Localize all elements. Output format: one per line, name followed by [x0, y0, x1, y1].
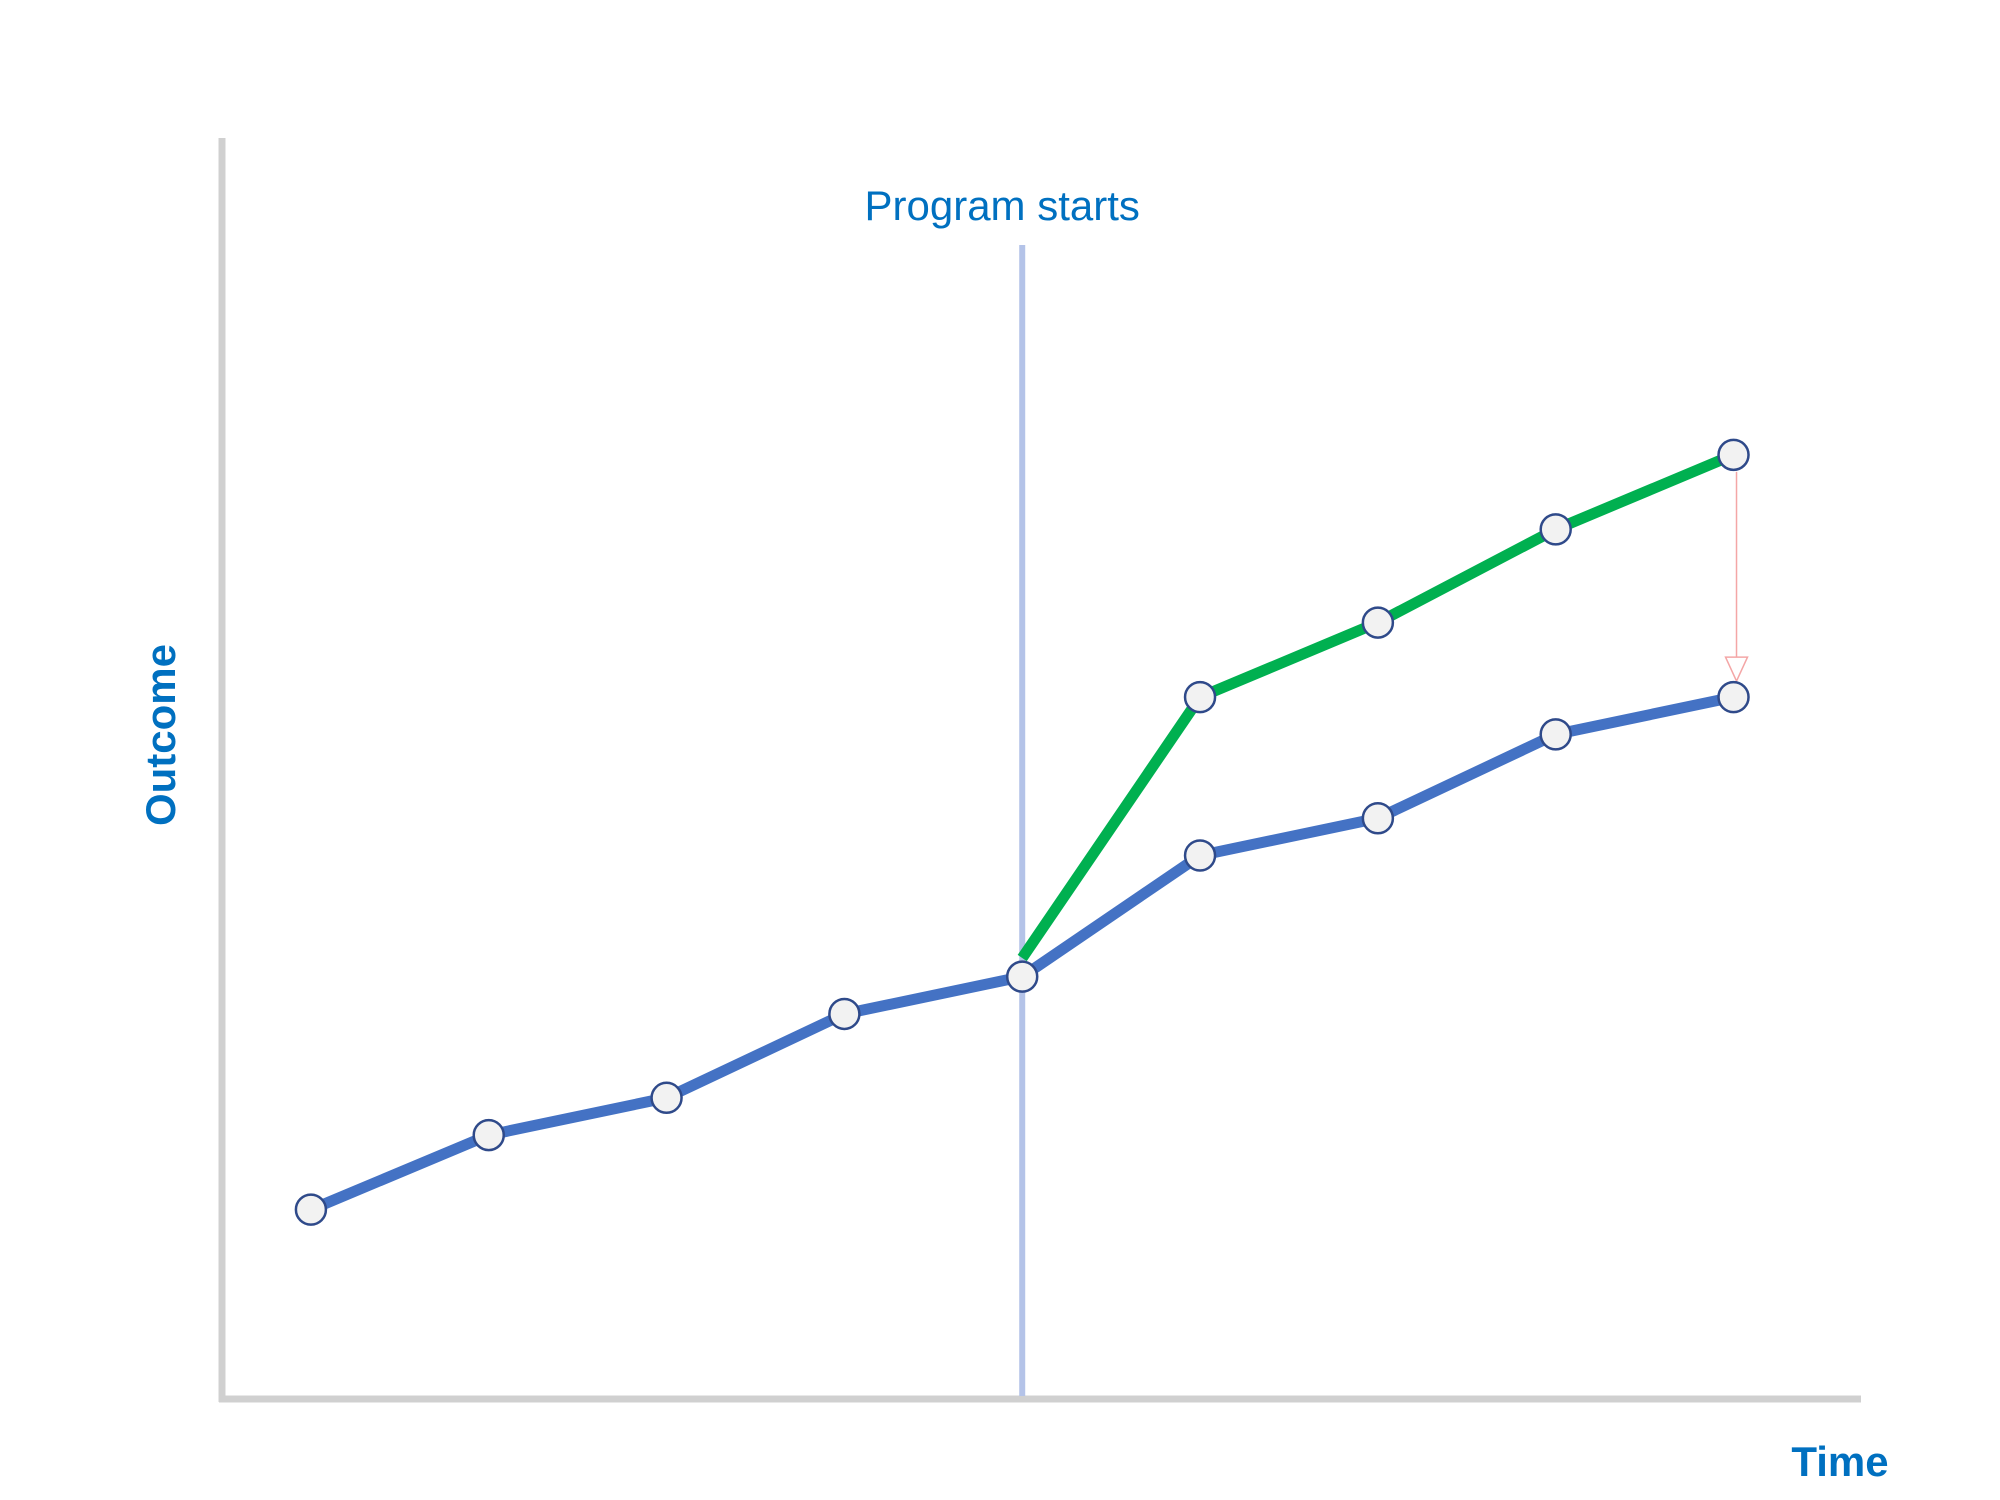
- series-1-point-1: [294, 1193, 328, 1226]
- series-1-point-5: [1005, 960, 1039, 993]
- series-2-point-3: [1361, 606, 1395, 639]
- series-1-point-2: [472, 1118, 505, 1152]
- effect-arrow: [1724, 471, 1749, 683]
- effect-arrow-head: [1724, 656, 1749, 683]
- marker-layer: [294, 438, 1750, 1226]
- series-1-point-8: [1539, 718, 1572, 751]
- series-1-point-7: [1361, 802, 1395, 835]
- series-2-point-5: [1717, 438, 1750, 472]
- series-1-point-9: [1717, 680, 1750, 714]
- series-1-point-4: [828, 997, 861, 1031]
- series-1-point-3: [650, 1081, 683, 1115]
- series-2-point-2: [1183, 680, 1217, 714]
- series-1-point-6: [1183, 839, 1217, 872]
- x-axis-label: Time: [1791, 1438, 1888, 1485]
- series-line-2: [1017, 449, 1736, 962]
- program-start-label: Program starts: [865, 182, 1140, 229]
- series-2-point-4: [1539, 513, 1572, 546]
- y-axis-label: Outcome: [137, 644, 184, 826]
- event-marker: Program starts: [865, 182, 1140, 1396]
